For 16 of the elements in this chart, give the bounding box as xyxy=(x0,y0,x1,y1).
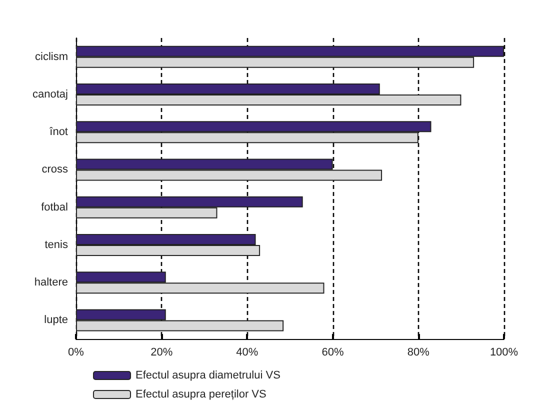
x-tick-label: 20% xyxy=(150,346,173,358)
legend-label: Efectul asupra diametrului VS xyxy=(136,370,280,382)
x-tick-label: 60% xyxy=(322,346,344,358)
y-tick-label: haltere xyxy=(34,276,68,289)
y-tick-label: cross xyxy=(42,164,68,176)
y-tick-label: tenis xyxy=(44,238,68,251)
y-tick-label: ciclism xyxy=(35,50,68,63)
x-tick-label: 40% xyxy=(236,346,258,358)
x-tick-label: 100% xyxy=(490,346,518,358)
legend-label: Efectul asupra pereților VS xyxy=(136,388,266,400)
x-tick-label: 80% xyxy=(407,346,430,358)
y-tick-label: fotbal xyxy=(41,201,68,214)
y-tick-label: canotaj xyxy=(32,88,68,100)
y-tick-label: lupte xyxy=(44,314,68,326)
x-tick-label: 0% xyxy=(68,346,84,358)
y-tick-label: înot xyxy=(48,126,68,138)
